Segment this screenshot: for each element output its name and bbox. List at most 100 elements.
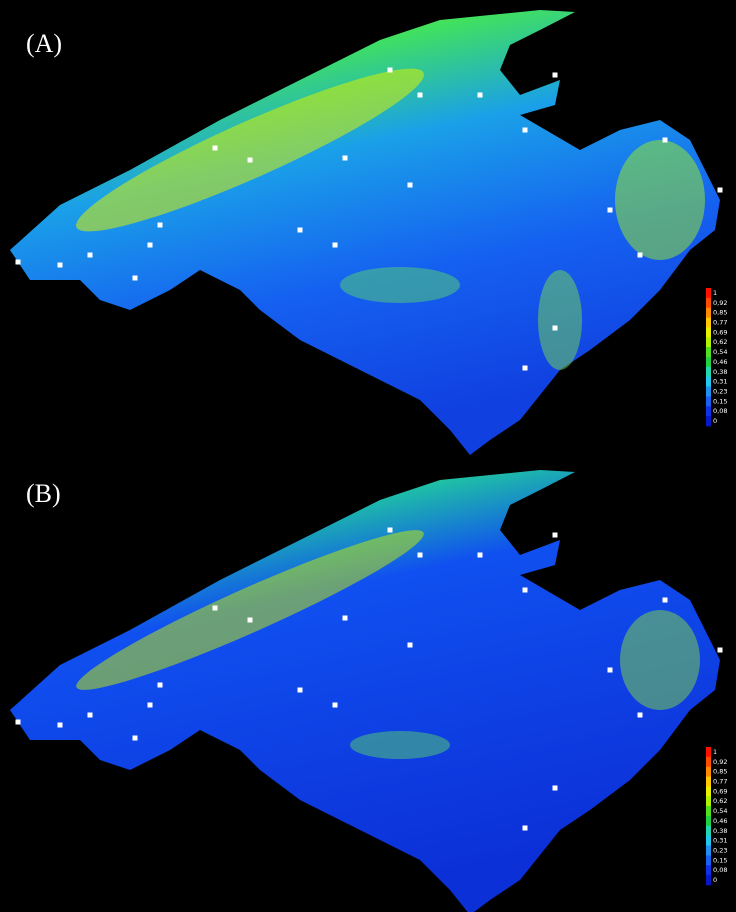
legend-label: 0,69: [713, 787, 727, 795]
island-map: [10, 10, 720, 455]
site-marker: [333, 243, 338, 248]
ridge: [538, 270, 582, 370]
legend-label: 0,62: [713, 338, 727, 346]
legend-swatch: [706, 747, 711, 757]
legend-label: 0,62: [713, 797, 727, 805]
site-marker: [58, 723, 63, 728]
site-marker: [213, 606, 218, 611]
site-marker: [408, 183, 413, 188]
site-marker: [133, 276, 138, 281]
site-marker: [88, 713, 93, 718]
legend-label: 0,31: [713, 837, 727, 845]
legend-swatch: [706, 865, 711, 875]
site-marker: [718, 188, 723, 193]
legend: 1 0,92 0,85 0,770,69 0,62 0,54 0,46 0,38 0,31 0,2…: [706, 747, 727, 885]
site-marker: [298, 228, 303, 233]
legend-label: 0,23: [713, 847, 727, 855]
site-marker: [523, 826, 528, 831]
ridge: [340, 267, 460, 303]
site-marker: [523, 366, 528, 371]
legend-swatch: [706, 855, 711, 865]
legend-swatch: [706, 796, 711, 806]
site-marker: [343, 156, 348, 161]
panel-a: (A) 10,920,850,770,690,620,540,460,380,3…: [10, 10, 727, 455]
site-marker: [418, 93, 423, 98]
site-marker: [663, 138, 668, 143]
legend-label: 1: [713, 289, 717, 297]
legend-swatch: [706, 767, 711, 777]
site-marker: [553, 326, 558, 331]
site-marker: [16, 720, 21, 725]
legend-swatch: [706, 757, 711, 767]
site-marker: [418, 553, 423, 558]
legend: 10,920,850,770,690,620,540,460,380,310,2…: [706, 288, 727, 426]
site-marker: [638, 253, 643, 258]
legend-label: 0,38: [713, 368, 727, 376]
site-marker: [343, 616, 348, 621]
site-marker: [663, 598, 668, 603]
legend-label: 0,54: [713, 348, 727, 356]
site-marker: [248, 158, 253, 163]
panel-label: (B): [26, 479, 61, 508]
legend-swatch: [706, 367, 711, 377]
legend-swatch: [706, 816, 711, 826]
site-marker: [608, 668, 613, 673]
site-marker: [388, 68, 393, 73]
legend-label: 0,54: [713, 807, 727, 815]
legend-label: 1: [713, 748, 717, 756]
site-marker: [388, 528, 393, 533]
legend-label: 0,92: [713, 758, 727, 766]
legend-swatch: [706, 298, 711, 308]
legend-swatch: [706, 327, 711, 337]
ridge: [615, 140, 705, 260]
legend-label: 0: [713, 876, 717, 884]
legend-swatch: [706, 826, 711, 836]
site-marker: [333, 703, 338, 708]
legend-swatch: [706, 357, 711, 367]
site-marker: [553, 533, 558, 538]
site-marker: [553, 786, 558, 791]
legend-label: 0,46: [713, 817, 727, 825]
site-marker: [608, 208, 613, 213]
site-marker: [718, 648, 723, 653]
legend-label: 0,08: [713, 866, 727, 874]
site-marker: [248, 618, 253, 623]
site-marker: [58, 263, 63, 268]
site-marker: [408, 643, 413, 648]
legend-swatch: [706, 347, 711, 357]
site-marker: [158, 223, 163, 228]
legend-swatch: [706, 836, 711, 846]
legend-label: 0,23: [713, 388, 727, 396]
map-figure: (A) 10,920,850,770,690,620,540,460,380,3…: [0, 0, 736, 912]
site-marker: [553, 73, 558, 78]
site-marker: [148, 243, 153, 248]
site-marker: [16, 260, 21, 265]
legend-swatch: [706, 416, 711, 426]
legend-label: 0,31: [713, 378, 727, 386]
legend-label: 0,38: [713, 827, 727, 835]
legend-swatch: [706, 806, 711, 816]
legend-swatch: [706, 396, 711, 406]
legend-swatch: [706, 786, 711, 796]
panel-label: (A): [26, 29, 62, 58]
site-marker: [478, 553, 483, 558]
legend-label: 0,85: [713, 768, 727, 776]
legend-label: 0,46: [713, 358, 727, 366]
legend-label: 0,15: [713, 856, 727, 864]
legend-swatch: [706, 308, 711, 318]
legend-swatch: [706, 875, 711, 885]
legend-label: 0,15: [713, 397, 727, 405]
ridge: [350, 731, 450, 759]
panel-b: (B) 1 0,92 0,85 0,770,69 0,62 0,54 0,46 0,38 0,3…: [10, 470, 727, 912]
legend-label: 0: [713, 417, 717, 425]
legend-label: 0,77: [713, 778, 727, 786]
legend-label: 0,92: [713, 299, 727, 307]
legend-label: 0,69: [713, 328, 727, 336]
site-marker: [523, 588, 528, 593]
site-marker: [158, 683, 163, 688]
site-marker: [523, 128, 528, 133]
site-marker: [88, 253, 93, 258]
legend-swatch: [706, 318, 711, 328]
legend-swatch: [706, 288, 711, 298]
site-marker: [298, 688, 303, 693]
